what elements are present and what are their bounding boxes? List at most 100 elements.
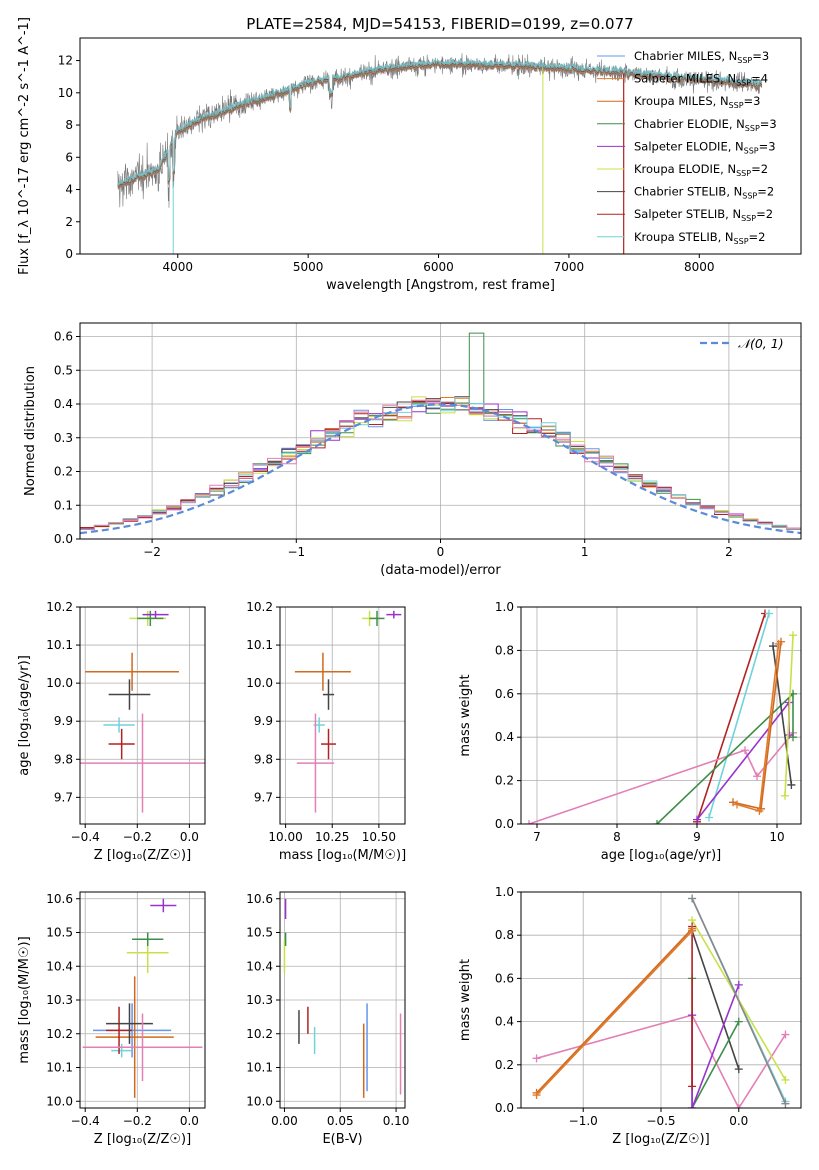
x-tick-label: 2 xyxy=(725,545,733,559)
y-tick-label: 10.0 xyxy=(46,676,73,690)
y-tick-label: 10.4 xyxy=(46,959,73,973)
mass-weight-marker xyxy=(525,820,533,824)
x-tick-label: −0.2 xyxy=(123,1114,152,1128)
y-axis-label: age [log₁₀(age/yr)] xyxy=(17,655,32,776)
mass-weight-marker xyxy=(693,815,701,824)
axes-frame xyxy=(520,606,802,825)
mass-weight-marker xyxy=(785,731,793,740)
legend-label: Chabrier ELODIE, NSSP=3 xyxy=(634,117,777,133)
x-tick-label: 0.0 xyxy=(729,1114,748,1128)
y-tick-label: 10.3 xyxy=(46,993,73,1007)
mass-weight-marker xyxy=(734,1017,743,1026)
y-tick-label: 1.0 xyxy=(495,885,514,899)
mass-weight-line xyxy=(536,930,693,1096)
y-tick-label: 0.6 xyxy=(495,687,514,701)
y-tick-label: 1.0 xyxy=(495,600,514,614)
mass-weight-vs-metallicity-panel: −1.0 −0.5 0.0 0.0 0.2 0.4 0.6 0.8 1.0 Z [log₁₀(Z/… xyxy=(458,885,802,1147)
mass-weight-marker xyxy=(705,813,713,822)
legend-label-main: Chabrier ELODIE, N xyxy=(634,117,745,131)
mass-weight-marker xyxy=(765,609,773,618)
x-tick-label: 4000 xyxy=(163,260,194,274)
legend-label: Chabrier MILES, NSSP=3 xyxy=(634,49,769,65)
x-tick-label: −1 xyxy=(287,545,305,559)
mass-weight-marker xyxy=(653,820,661,824)
y-tick-label: 10.6 xyxy=(46,892,73,906)
y-tick-label: 0.0 xyxy=(54,532,73,546)
mass-weight-marker xyxy=(781,1099,790,1108)
legend-label-main: Chabrier STELIB, N xyxy=(634,185,742,199)
y-tick-label: 9.9 xyxy=(254,714,273,728)
y-tick-label: 12 xyxy=(58,54,73,68)
y-tick-label: 10.3 xyxy=(246,993,273,1007)
legend-label-sub: SSP xyxy=(736,79,751,88)
y-tick-label: 8 xyxy=(65,118,73,132)
legend-label-sub: SSP xyxy=(744,146,759,155)
axes-frame xyxy=(279,606,406,825)
x-tick-label: 0.00 xyxy=(271,1114,298,1128)
y-tick-label: 0.8 xyxy=(495,928,514,942)
y-tick-label: 0.2 xyxy=(495,774,514,788)
mass-weight-line xyxy=(536,928,693,1094)
y-tick-label: 10.5 xyxy=(246,926,273,940)
x-tick-label: 0.10 xyxy=(383,1114,410,1128)
x-axis-label: Z [log₁₀(Z/Z☉)] xyxy=(612,1132,709,1147)
legend-label-main: Kroupa MILES, N xyxy=(634,94,729,108)
y-tick-label: 0.6 xyxy=(495,971,514,985)
mass-weight-vs-age-panel: 7 8 9 10 0.0 0.2 0.4 0.6 0.8 1.0 age [log₁₀(age/yr… xyxy=(458,600,802,863)
x-tick-label: 10.00 xyxy=(268,830,302,844)
mass-weight-line xyxy=(696,613,766,823)
spectrum-model-line xyxy=(117,57,763,186)
y-tick-label: 0.2 xyxy=(54,465,73,479)
legend-label-sub: SSP xyxy=(736,169,751,178)
legend-label-sub: SSP xyxy=(741,214,756,223)
legend-label-suffix: =2 xyxy=(749,230,766,244)
mass-weight-marker xyxy=(688,1104,697,1108)
mass-weight-marker xyxy=(733,800,741,809)
legend-label-suffix: =4 xyxy=(751,72,768,86)
x-tick-label: −0.5 xyxy=(646,1114,675,1128)
x-axis-label: age [log₁₀(age/yr)] xyxy=(601,848,722,863)
x-tick-label: −0.4 xyxy=(71,1114,100,1128)
y-tick-label: 0.1 xyxy=(54,498,73,512)
x-axis-label: E(B-V) xyxy=(322,1132,362,1147)
mass-weight-marker xyxy=(688,894,697,903)
legend-label: Kroupa ELODIE, NSSP=2 xyxy=(634,162,768,178)
x-tick-label: −1.0 xyxy=(569,1114,598,1128)
legend-label-main: Salpeter MILES, N xyxy=(634,72,736,86)
legend-label-main: Kroupa ELODIE, N xyxy=(634,162,736,176)
y-tick-label: 10.0 xyxy=(246,676,273,690)
x-axis-label: Z [log₁₀(Z/Z☉)] xyxy=(94,1132,191,1147)
mass-weight-marker xyxy=(532,1054,541,1063)
x-tick-label: 0.05 xyxy=(327,1114,354,1128)
plot-area xyxy=(283,898,402,1098)
mass-weight-marker xyxy=(753,772,761,781)
legend-label-suffix: =3 xyxy=(752,49,769,63)
x-tick-label: 8 xyxy=(613,830,621,844)
legend-label-suffix: =3 xyxy=(760,117,777,131)
y-tick-label: 10.5 xyxy=(46,926,73,940)
residuals-panel: −2 −1 0 1 2 0.0 0.1 0.2 0.3 0.4 0.5 0.6 (data-model)… xyxy=(23,322,802,578)
mass-vs-metallicity-panel: −0.4 −0.2 0.0 10.0 10.1 10.2 10.3 10.4 10.5 10.6 Z… xyxy=(17,891,206,1147)
legend-label-suffix: =3 xyxy=(744,94,761,108)
legend-label: Salpeter MILES, NSSP=4 xyxy=(634,72,768,88)
mass-weight-marker xyxy=(781,791,789,800)
mass-weight-marker xyxy=(781,1030,790,1039)
y-tick-label: 0.2 xyxy=(495,1058,514,1072)
y-tick-label: 9.7 xyxy=(54,790,73,804)
legend-label-sub: SSP xyxy=(745,124,760,133)
axes-frame xyxy=(79,37,802,255)
age-vs-metallicity-panel: −0.4 −0.2 0.0 9.7 9.8 9.9 10.0 10.1 10.2 Z [log₁₀… xyxy=(17,600,206,863)
x-tick-label: 8000 xyxy=(684,260,715,274)
legend-label-sub: SSP xyxy=(742,192,757,201)
x-tick-label: 0.0 xyxy=(180,830,199,844)
x-tick-label: 10 xyxy=(769,830,784,844)
y-tick-label: 10.4 xyxy=(246,959,273,973)
x-tick-label: 7000 xyxy=(554,260,585,274)
y-axis-label: Flux [f_λ 10^-17 erg cm^-2 s^-1 A^-1] xyxy=(17,17,32,275)
y-tick-label: 9.8 xyxy=(254,752,273,766)
y-tick-label: 0.0 xyxy=(495,817,514,831)
y-tick-label: 10.6 xyxy=(246,892,273,906)
mass-weight-marker xyxy=(688,1082,697,1091)
mass-weight-line xyxy=(536,1014,787,1108)
mass-weight-marker xyxy=(741,746,749,755)
